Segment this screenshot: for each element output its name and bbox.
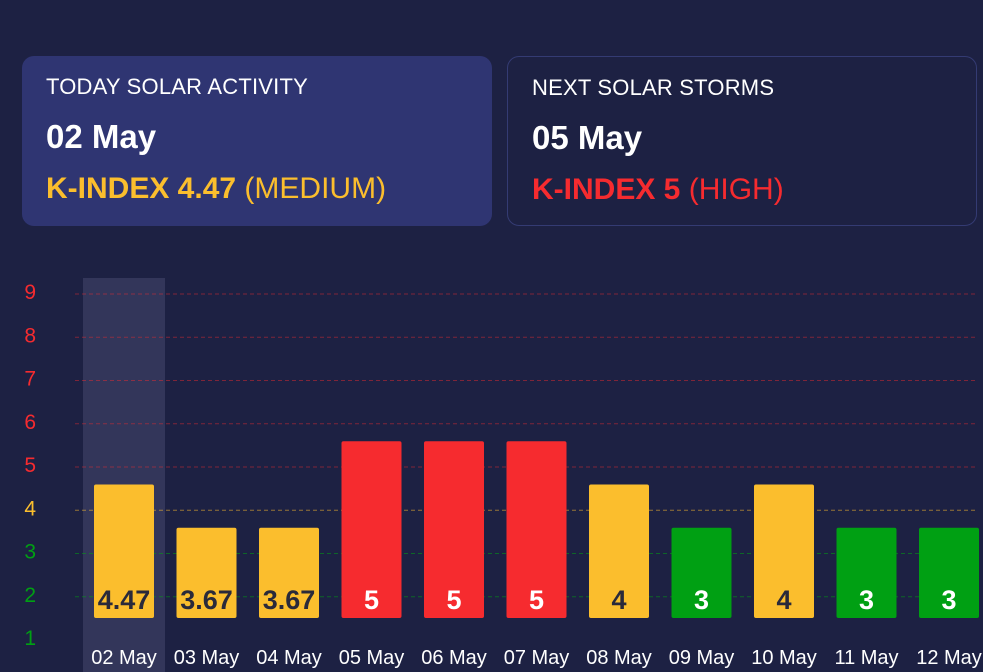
bar-data-label: 5 [529,585,544,615]
next-card-date: 05 May [532,119,643,156]
today-card-title: TODAY SOLAR ACTIVITY [46,74,308,99]
bar-data-label: 3 [694,585,709,615]
bar [506,441,567,618]
x-tick-label: 10 May [751,647,817,669]
bar-data-label: 5 [446,585,461,615]
x-tick-label: 05 May [339,647,405,669]
today-kindex-level: (MEDIUM) [244,172,387,205]
bar [341,441,402,618]
y-tick-label: 8 [24,324,36,347]
kindex-bar-chart: 1 2 3 4 5 6 7 8 9 4.47 02 May 3.67 03 May 3.67 04 May 5… [24,278,982,672]
bar-data-label: 4 [611,585,626,615]
x-tick-label: 02 May [91,647,157,669]
bar-data-label: 4 [776,585,791,615]
y-tick-label: 9 [24,281,36,304]
today-card-date: 02 May [46,118,157,155]
y-tick-label: 3 [24,541,36,564]
x-tick-label: 11 May [834,647,898,669]
x-tick-label: 03 May [174,647,240,669]
next-card-title: NEXT SOLAR STORMS [532,75,775,100]
bar-data-label: 3 [941,585,956,615]
today-solar-activity-card: TODAY SOLAR ACTIVITY 02 May K-INDEX 4.47… [22,56,492,226]
bar-data-label: 3.67 [263,585,316,615]
next-card-kindex: K-INDEX 5 (HIGH) [532,173,784,207]
x-tick-label: 08 May [586,647,652,669]
today-kindex-value: K-INDEX 4.47 [46,172,237,205]
y-tick-label: 6 [24,411,36,434]
bar-data-label: 3 [859,585,874,615]
bar [94,484,154,618]
bar [176,527,237,618]
next-solar-storms-card: NEXT SOLAR STORMS 05 May K-INDEX 5 (HIGH… [507,56,977,226]
x-tick-label: 04 May [256,647,322,669]
bar [589,484,649,618]
today-card-kindex: K-INDEX 4.47 (MEDIUM) [46,172,386,206]
y-tick-label: 5 [24,454,36,477]
bar [671,527,732,618]
bar [836,527,897,618]
y-tick-label: 7 [24,368,36,391]
y-tick-label: 4 [24,497,36,520]
bar-data-label: 3.67 [180,585,233,615]
x-tick-label: 07 May [504,647,570,669]
y-tick-label: 1 [24,627,36,650]
next-kindex-level: (HIGH) [688,173,784,206]
x-tick-label: 09 May [669,647,735,669]
bar [754,484,814,618]
x-tick-label: 12 May [916,647,982,669]
bar [919,527,979,618]
bar [424,441,484,618]
y-tick-label: 2 [24,584,36,607]
bar-data-label: 5 [364,585,379,615]
next-kindex-value: K-INDEX 5 [532,173,681,206]
bar-data-label: 4.47 [98,585,151,615]
bar [259,527,319,618]
x-tick-label: 06 May [421,647,487,669]
